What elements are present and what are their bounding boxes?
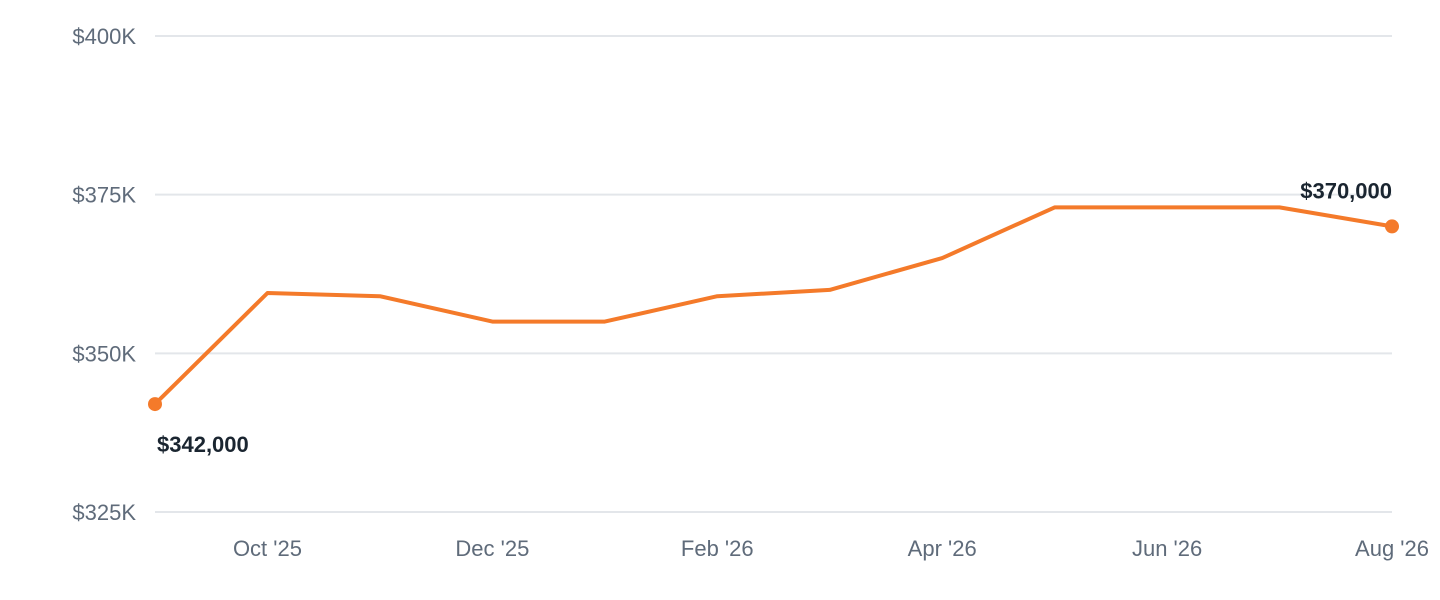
x-tick-label: Oct '25 (233, 536, 302, 561)
x-axis-ticks: Oct '25 Dec '25 Feb '26 Apr '26 Jun '26 Aug '… (233, 536, 1429, 561)
data-label: $370,000 (1300, 178, 1392, 203)
series (153, 205, 1394, 407)
gridlines (155, 35, 1392, 513)
data-labels: $342,000 $370,000 (148, 178, 1399, 457)
x-tick-label: Jun '26 (1132, 536, 1202, 561)
x-tick-label: Dec '25 (455, 536, 529, 561)
x-tick-label: Apr '26 (908, 536, 977, 561)
y-tick-label: $350K (72, 341, 136, 366)
y-axis-ticks: $400K $375K $350K $325K (72, 24, 136, 525)
y-tick-label: $325K (72, 500, 136, 525)
x-tick-label: Aug '26 (1355, 536, 1429, 561)
y-tick-label: $375K (72, 183, 136, 208)
data-label: $342,000 (157, 432, 249, 457)
x-tick-label: Feb '26 (681, 536, 754, 561)
endpoint-marker (1385, 219, 1399, 234)
y-tick-label: $400K (72, 24, 136, 49)
series-line (153, 205, 1394, 407)
endpoint-marker (148, 397, 162, 412)
